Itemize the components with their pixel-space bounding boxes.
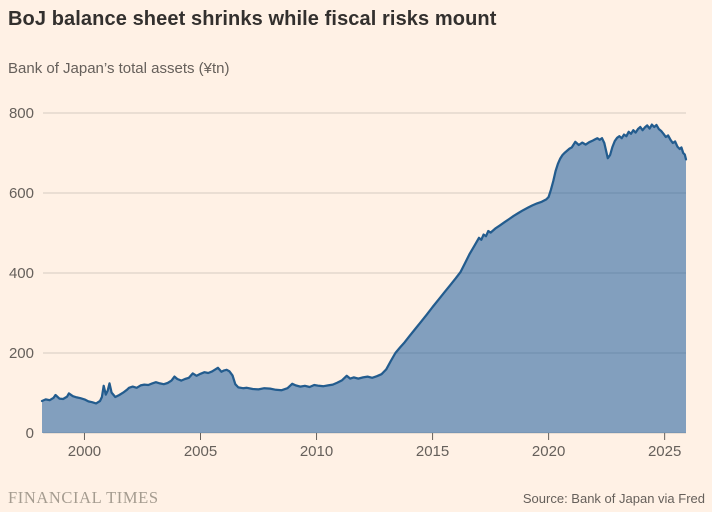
x-tick-label-2010: 2010: [300, 443, 333, 460]
x-tick-label-2005: 2005: [184, 443, 217, 460]
y-tick-label-800: 800: [9, 105, 34, 122]
series-line: [40, 123, 688, 405]
ft-logo: FINANCIAL TIMES: [8, 488, 159, 507]
page-title: BoJ balance sheet shrinks while fiscal r…: [8, 8, 497, 30]
source-attribution: Source: Bank of Japan via Fred: [522, 491, 705, 506]
y-tick-label-400: 400: [9, 265, 34, 282]
chart-axis-ticks: [83, 433, 666, 440]
chart-axis-labels: 0 200 400 600 800 2000 2005 2010 2015 2020 2025: [9, 105, 681, 460]
x-tick-label-2000: 2000: [68, 443, 101, 460]
chart-area-series: [40, 123, 688, 433]
y-tick-label-200: 200: [9, 345, 34, 362]
y-tick-label-600: 600: [9, 185, 34, 202]
chart-subtitle: Bank of Japan’s total assets (¥tn): [8, 60, 230, 77]
series-area-fill: [42, 124, 686, 433]
x-tick-label-2025: 2025: [648, 443, 681, 460]
x-tick-label-2015: 2015: [416, 443, 449, 460]
x-tick-label-2020: 2020: [532, 443, 565, 460]
y-tick-label-0: 0: [26, 425, 34, 442]
